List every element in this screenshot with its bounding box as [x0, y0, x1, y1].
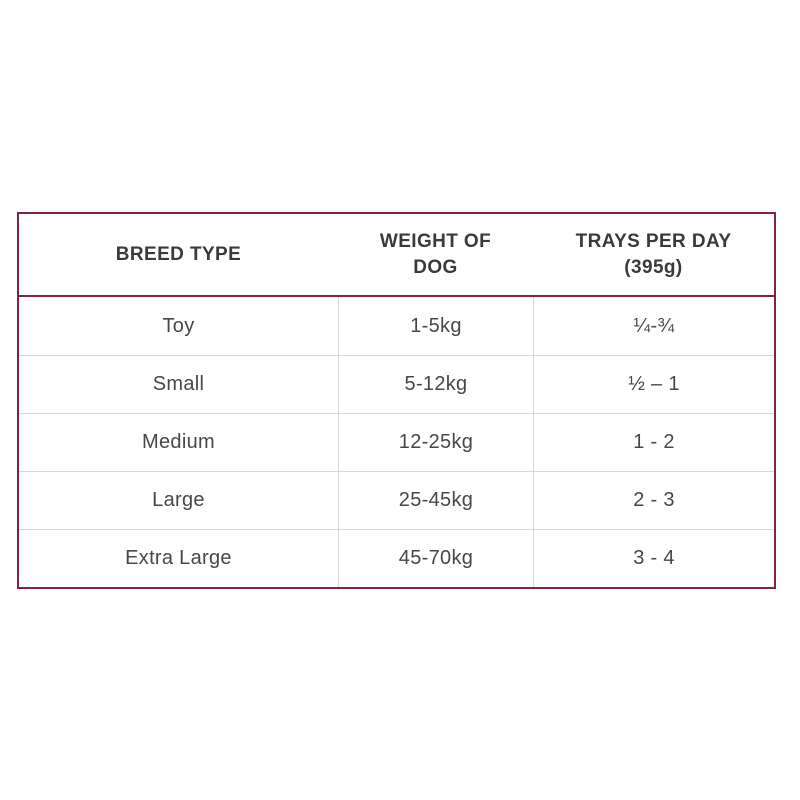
header-weight-of-dog: WEIGHT OF DOG: [379, 230, 492, 278]
table-body: Toy 1-5kg ¼-¾ Small 5-12kg ½ – 1 Medium …: [19, 297, 774, 587]
weight-cell: 1-5kg: [338, 297, 533, 355]
table-row-medium: Medium 12-25kg 1 - 2: [19, 413, 774, 471]
table-row-large: Large 25-45kg 2 - 3: [19, 471, 774, 529]
trays-cell: ½ – 1: [533, 355, 774, 413]
trays-cell: 2 - 3: [533, 471, 774, 529]
weight-cell: 25-45kg: [338, 471, 533, 529]
breed-cell: Medium: [19, 413, 338, 471]
breed-cell: Toy: [162, 314, 195, 337]
table-row-extra-large: Extra Large 45-70kg 3 - 4: [19, 529, 774, 587]
table-header-row: BREED TYPE WEIGHT OF DOG TRAYS PER DAY (…: [19, 214, 774, 297]
breed-cell: Small: [19, 355, 338, 413]
feeding-guide-table: BREED TYPE WEIGHT OF DOG TRAYS PER DAY (…: [17, 212, 776, 589]
trays-cell: ¼-¾: [533, 297, 774, 355]
trays-cell: 3 - 4: [533, 529, 774, 587]
table-row-toy: Toy 1-5kg ¼-¾: [19, 297, 774, 355]
breed-cell: Large: [19, 471, 338, 529]
weight-cell: 45-70kg: [338, 529, 533, 587]
header-breed-type: BREED TYPE: [115, 243, 242, 265]
weight-cell: 5-12kg: [338, 355, 533, 413]
weight-cell: 12-25kg: [338, 413, 533, 471]
header-trays-per-day: TRAYS PER DAY (395g): [575, 230, 732, 278]
breed-cell: Extra Large: [19, 529, 338, 587]
trays-cell: 1 - 2: [533, 413, 774, 471]
table-row-small: Small 5-12kg ½ – 1: [19, 355, 774, 413]
